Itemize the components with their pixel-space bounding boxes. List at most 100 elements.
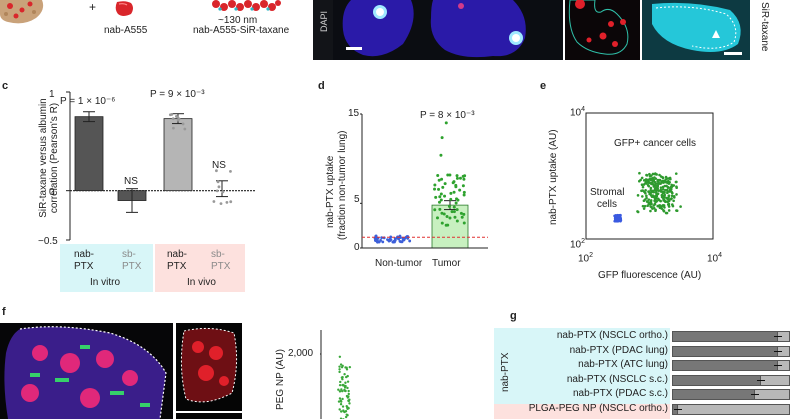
panel-e-point-gfp <box>658 204 661 207</box>
panel-e-point-gfp <box>661 204 665 207</box>
panel-e-ylabel: nab-PTX uptake (AU) <box>548 129 559 225</box>
panel-f-letter: f <box>2 306 6 318</box>
panel-c-chart <box>66 91 256 241</box>
panel-d-point-tumor <box>446 223 450 227</box>
red-channel-image <box>565 0 640 60</box>
panel-e-cluster-stromal-2: cells <box>597 199 618 210</box>
panel-e-chart <box>585 112 714 240</box>
group-label-2a: sb- <box>122 249 136 260</box>
panel-f-point <box>338 355 342 358</box>
panel-e-ytick-top: 104 <box>570 106 585 118</box>
panel-d-point-tumor <box>433 183 437 187</box>
panel-d-point-tumor <box>447 204 451 208</box>
panel-e-point-gfp <box>636 194 640 197</box>
panel-g-bar <box>672 331 778 342</box>
panel-g-row-label: nab-PTX (PDAC s.c.) <box>572 388 668 399</box>
panel-f-point <box>344 381 347 384</box>
panel-d-point-nontumor <box>408 239 412 243</box>
panel-d-ylabel-2: (fraction non-tumor lung) <box>337 130 348 241</box>
group-label-4a: sb- <box>211 249 225 260</box>
panel-f-point <box>345 366 348 369</box>
panel-e-xtick-right-exp: 4 <box>718 252 723 259</box>
panel-d-point-tumor <box>440 177 444 181</box>
panel-d-point-tumor <box>437 178 441 182</box>
panel-f-point <box>339 363 343 366</box>
panel-e-point-stromal <box>618 217 621 221</box>
panel-d-point-tumor <box>462 193 466 197</box>
panel-f-point <box>343 372 346 376</box>
panel-e-point-stromal <box>613 219 616 223</box>
panel-d-point-tumor <box>448 216 452 220</box>
panel-d-point-nontumor <box>392 239 396 243</box>
panel-f-point <box>341 383 345 387</box>
panel-e-point-gfp <box>648 172 651 176</box>
panel-e-point-gfp <box>644 182 647 185</box>
panel-f-chart <box>320 330 352 419</box>
panel-d-point-tumor <box>439 153 443 157</box>
panel-e-point-gfp <box>672 194 676 198</box>
panel-d-ylabel-1: nab-PTX uptake <box>325 155 336 228</box>
tissue-bottom-image <box>176 413 242 419</box>
albumin-particle-image <box>0 0 44 24</box>
panel-c-ylabel: SiR-taxane versus albumin correlation (P… <box>38 98 60 218</box>
panel-e-ytick-bottom-exp: 2 <box>581 238 586 245</box>
panel-g-letter: g <box>510 310 517 322</box>
panel-e-point-gfp <box>640 176 644 180</box>
panel-f-point <box>348 398 351 401</box>
panel-e-cluster-stromal-1: Stromal <box>590 187 625 198</box>
panel-f-point <box>339 402 343 406</box>
panel-f-point <box>346 386 349 390</box>
panel-e-point-gfp <box>663 191 666 194</box>
panel-e-point-gfp <box>639 178 642 182</box>
panel-d-point-tumor <box>433 187 437 191</box>
panel-e-point-gfp <box>650 189 653 193</box>
panel-e-point-gfp <box>665 211 669 215</box>
panel-e-point-gfp <box>672 199 675 203</box>
panel-e-point-gfp <box>638 171 641 175</box>
panel-d-point-tumor <box>455 174 459 178</box>
panel-f-point <box>347 407 350 410</box>
panel-e-point-gfp <box>660 195 664 199</box>
group-label-2b: PTX <box>122 261 142 272</box>
panel-e-point-gfp <box>648 177 652 181</box>
in-vivo-label: In vivo <box>187 277 216 288</box>
panel-e-point-gfp <box>660 180 663 183</box>
a555-dye-image <box>115 1 133 17</box>
panel-e-frame <box>585 112 714 240</box>
panel-e-ytick-top-base: 10 <box>570 107 582 119</box>
panel-g-row-label: nab-PTX (PDAC lung) <box>569 344 668 356</box>
panel-e-point-gfp <box>640 183 644 187</box>
panel-d-point-tumor <box>454 183 458 187</box>
panel-f-point <box>341 389 344 393</box>
panel-e-ytick-top-exp: 4 <box>581 106 586 113</box>
panel-e-point-gfp <box>675 193 678 196</box>
panel-c-ytick-1: 1 <box>49 89 55 100</box>
panel-c-point <box>221 190 225 194</box>
panel-e-point-gfp <box>670 194 674 198</box>
panel-e-point-gfp <box>657 189 660 192</box>
panel-e-point-gfp <box>661 176 665 180</box>
panel-d-point-nontumor <box>381 240 385 244</box>
panel-e-point-gfp <box>655 199 659 203</box>
group-label-1b: PTX <box>74 261 94 272</box>
panel-c-ns-2: NS <box>212 160 226 171</box>
panel-e-point-gfp <box>666 185 670 189</box>
panel-f-point <box>348 365 352 369</box>
panel-g-row-label: nab-PTX (ATC lung) <box>578 359 668 370</box>
panel-f-point <box>345 413 348 416</box>
panel-g-errorbar <box>774 350 782 352</box>
panel-e-point-gfp <box>659 186 663 189</box>
panel-e-point-stromal <box>619 219 622 223</box>
panel-d-point-tumor <box>462 221 466 225</box>
panel-d-point-tumor <box>443 194 447 198</box>
panel-e-point-gfp <box>662 199 665 202</box>
panel-e-point-gfp <box>646 204 649 208</box>
panel-d-point-nontumor <box>402 238 406 242</box>
panel-e-point-stromal <box>614 213 618 217</box>
panel-c-pvalue-2: P = 9 × 10⁻³ <box>150 89 205 100</box>
panel-e-point-stromal <box>616 219 620 223</box>
panel-g-errorbar <box>757 379 765 381</box>
panel-d-point-tumor <box>450 210 454 214</box>
panel-e-point-gfp <box>654 177 658 180</box>
panel-e-point-gfp <box>652 183 655 186</box>
